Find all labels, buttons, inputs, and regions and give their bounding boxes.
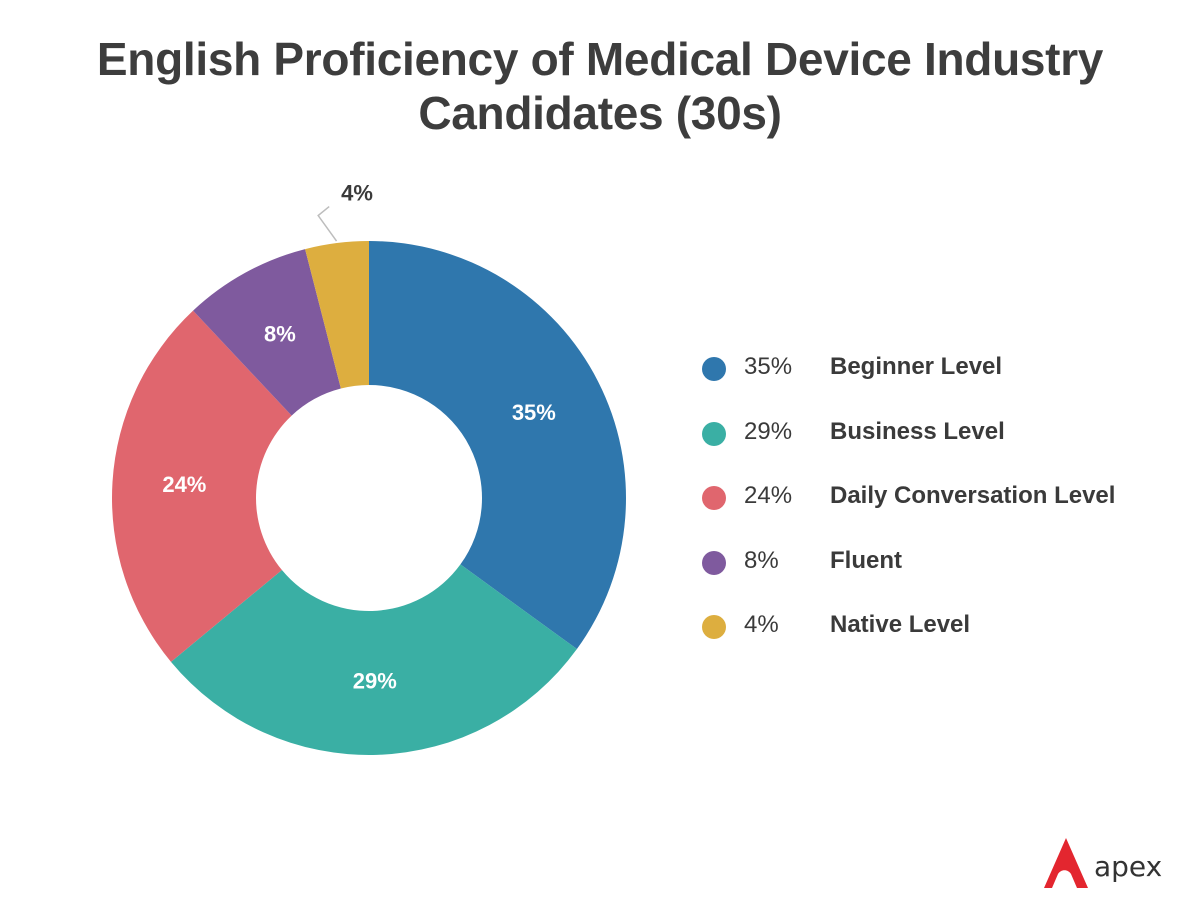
leader-line (317, 205, 338, 242)
legend-label: Beginner Level (830, 353, 1003, 380)
slice-data-label: 29% (353, 669, 397, 694)
slice-data-label: 24% (162, 472, 206, 497)
slice-data-label: 35% (512, 400, 556, 425)
donut-slice-daily-conversation-level (112, 310, 292, 662)
brand-name: apex (1094, 850, 1163, 883)
legend-swatch (702, 421, 726, 446)
legend-swatch (702, 486, 726, 510)
legend-percent: 24% (744, 482, 793, 509)
slice-data-label: 8% (264, 322, 296, 347)
legend-swatch (702, 615, 726, 639)
legend-label: Native Level (830, 611, 971, 638)
legend-percent: 8% (744, 546, 779, 574)
legend-percent: 29% (744, 417, 793, 445)
legend-item-daily-conversation: 24% Daily Conversation Level (700, 474, 1180, 539)
apex-logo-icon (1044, 838, 1088, 888)
chart-legend: 35% Beginner Level 29% Business Level 24… (700, 345, 1180, 668)
legend-label: Daily Conversation Level (830, 482, 1116, 509)
legend-label: Business Level (830, 417, 1005, 445)
donut-slice-business-level (170, 564, 577, 755)
legend-swatch (702, 357, 726, 381)
legend-percent: 35% (744, 353, 793, 380)
chart-title-line-1: English Proficiency of Medical Device In… (96, 33, 1104, 85)
brand-logo: apex (1044, 836, 1174, 892)
donut-slice-native-level (305, 241, 369, 389)
legend-item-fluent: 8% Fluent (700, 539, 1180, 604)
legend-percent: 4% (744, 611, 779, 638)
legend-label: Fluent (830, 546, 902, 574)
legend-item-beginner: 35% Beginner Level (700, 345, 1180, 410)
chart-title-line-2: Candidates (30s) (418, 87, 782, 139)
slice-data-label: 4% (341, 180, 373, 205)
legend-item-business: 29% Business Level (700, 410, 1180, 475)
chart-title: English Proficiency of Medical Device In… (0, 32, 1200, 140)
legend-swatch (702, 550, 726, 575)
donut-slice-fluent (193, 249, 341, 416)
legend-item-native: 4% Native Level (700, 603, 1180, 668)
donut-slice-beginner-level (369, 241, 626, 650)
